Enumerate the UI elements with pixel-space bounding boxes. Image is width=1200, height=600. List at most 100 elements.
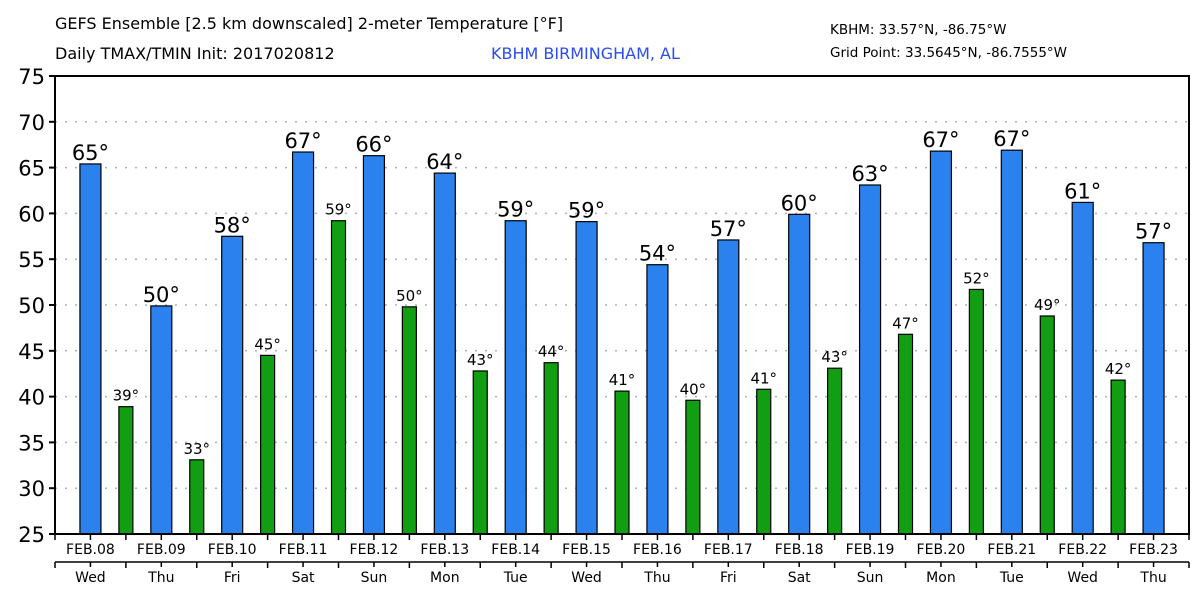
tmax-label: 65° <box>72 141 109 165</box>
tmax-label: 67° <box>993 127 1030 151</box>
tmax-label: 61° <box>1064 179 1101 203</box>
tmax-bar <box>646 264 669 535</box>
tmin-label: 40° <box>680 380 707 398</box>
tmin-label: 42° <box>1105 360 1132 378</box>
tmax-bar <box>717 239 740 535</box>
tmax-bar <box>788 213 811 535</box>
x-tick-label-date: FEB.08 <box>66 542 115 558</box>
x-tick-label-weekday: Sat <box>788 570 811 586</box>
tmin-label: 43° <box>821 348 848 366</box>
x-tick-label-weekday: Sun <box>857 570 884 586</box>
tmin-label: 49° <box>1034 296 1061 314</box>
data-labels: 65° 50° 58° 67° 66° 64° 59° 59° 54° 57° 60° 63° 67° 6… <box>72 127 1172 458</box>
tmax-label: 57° <box>710 217 747 241</box>
y-tick-label: 45 <box>18 340 45 364</box>
tmax-bar <box>1142 242 1165 535</box>
x-tick-label-date: FEB.21 <box>987 542 1036 558</box>
tmin-bar <box>614 390 630 535</box>
x-tick-label-weekday: Thu <box>643 570 670 586</box>
tmax-label: 66° <box>355 133 392 157</box>
x-tick-label-date: FEB.23 <box>1129 542 1178 558</box>
tmin-bar <box>685 399 701 535</box>
tmin-label: 41° <box>750 369 777 387</box>
tmax-bar <box>929 150 953 535</box>
tmax-bar <box>575 221 598 535</box>
tmin-bar <box>189 459 205 535</box>
x-tick-label-date: FEB.09 <box>137 542 186 558</box>
y-tick-label: 35 <box>18 431 45 455</box>
x-tick-label-weekday: Thu <box>1139 570 1166 586</box>
x-tick-label-weekday: Sat <box>292 570 315 586</box>
x-tick-label-date: FEB.17 <box>704 542 753 558</box>
x-tick-label-weekday: Fri <box>720 570 737 586</box>
x-tick-label-date: FEB.12 <box>350 542 399 558</box>
tmin-bar <box>897 333 914 535</box>
chart-title-line1: GEFS Ensemble [2.5 km downscaled] 2-mete… <box>55 14 564 33</box>
x-tick-label-weekday: Mon <box>430 570 460 586</box>
y-tick-label: 30 <box>18 477 45 501</box>
y-tick-label: 75 <box>18 65 45 89</box>
x-tick-label-date: FEB.11 <box>279 542 328 558</box>
tmax-bar <box>221 235 244 535</box>
tmax-bar <box>1000 149 1023 535</box>
tmax-bar <box>362 155 386 535</box>
x-tick-label-date: FEB.10 <box>208 542 257 558</box>
x-tick-label-weekday: Tue <box>503 570 528 586</box>
tmin-bar <box>118 406 134 535</box>
y-tick-label: 60 <box>18 202 45 226</box>
tmin-bar <box>401 306 417 535</box>
x-tick-label-date: FEB.22 <box>1058 542 1107 558</box>
axes: 25 30 35 40 45 50 55 60 65 70 75 FEB.08 FEB.09 FEB.10… <box>18 65 1190 586</box>
tmax-label: 60° <box>781 191 818 215</box>
tmax-bar <box>79 163 102 535</box>
tmax-label: 50° <box>143 283 180 307</box>
tmin-label: 52° <box>963 269 990 287</box>
tmin-bar <box>968 288 984 535</box>
x-tick-label-weekday: Mon <box>926 570 956 586</box>
y-tick-label: 55 <box>18 248 45 272</box>
tmax-label: 67° <box>922 128 959 152</box>
tmin-label: 33° <box>183 440 210 458</box>
tmin-bar <box>756 388 772 535</box>
tmax-bar <box>504 220 527 535</box>
tmax-bar <box>1071 201 1094 535</box>
tmax-bar <box>858 184 882 535</box>
grid-point-coordinates: Grid Point: 33.5645°N, -86.7555°W <box>830 45 1068 61</box>
tmin-label: 41° <box>609 371 636 389</box>
tmax-label: 59° <box>497 198 534 222</box>
tmax-bar <box>433 172 456 535</box>
tmin-bar <box>1110 379 1126 535</box>
x-tick-label-weekday: Wed <box>75 570 106 586</box>
tmin-bar <box>1039 315 1055 535</box>
tmax-label: 57° <box>1135 220 1172 244</box>
x-tick-label-date: FEB.13 <box>420 542 469 558</box>
station-name: KBHM BIRMINGHAM, AL <box>491 44 680 63</box>
y-tick-label: 50 <box>18 294 45 318</box>
tmax-label: 67° <box>284 129 321 153</box>
x-tick-label-date: FEB.16 <box>633 542 682 558</box>
tmax-label: 64° <box>426 150 463 174</box>
tmax-label: 59° <box>568 199 605 223</box>
tmin-label: 50° <box>396 287 423 305</box>
tmax-bar <box>150 305 173 535</box>
tmin-bar <box>472 370 488 535</box>
x-tick-label-date: FEB.19 <box>846 542 895 558</box>
tmin-bar <box>330 220 347 535</box>
y-tick-label: 40 <box>18 386 45 410</box>
tmin-label: 43° <box>467 351 494 369</box>
tmin-bar <box>543 362 559 535</box>
x-tick-label-weekday: Sun <box>361 570 388 586</box>
tmin-label: 39° <box>113 387 140 405</box>
tmin-label: 47° <box>892 314 919 332</box>
x-tick-label-date: FEB.20 <box>917 542 966 558</box>
tmax-label: 58° <box>214 213 251 237</box>
tmax-bar <box>291 151 315 535</box>
tmin-label: 59° <box>325 201 352 219</box>
tmin-label: 44° <box>538 343 565 361</box>
bars <box>79 149 1165 535</box>
x-tick-label-date: FEB.15 <box>562 542 611 558</box>
x-tick-label-weekday: Fri <box>224 570 241 586</box>
y-tick-label: 70 <box>18 111 45 135</box>
tmin-bar <box>260 354 276 535</box>
